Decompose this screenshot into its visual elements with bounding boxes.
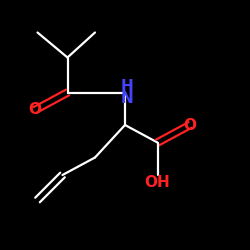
Text: O: O [28,102,42,118]
Text: OH: OH [144,175,171,190]
Text: N: N [121,91,134,106]
Text: H: H [121,79,134,94]
Text: O: O [184,118,196,132]
